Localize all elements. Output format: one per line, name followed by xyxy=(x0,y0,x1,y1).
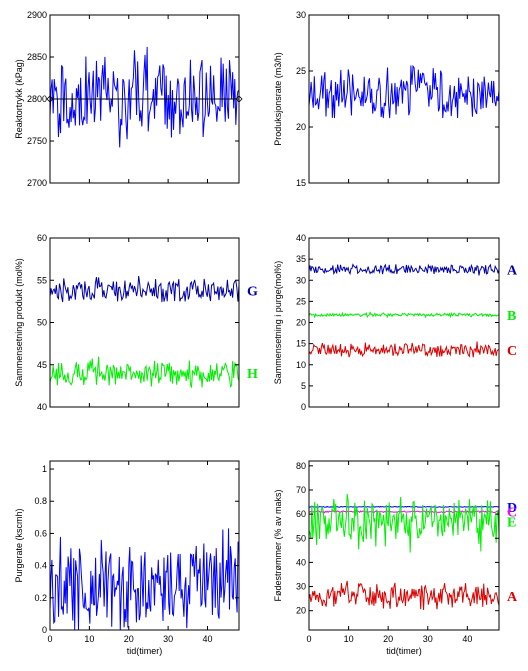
y-tick-label: 0.2 xyxy=(34,593,47,603)
y-tick-label: 50 xyxy=(37,318,47,328)
x-tick-label: 40 xyxy=(202,634,212,644)
series-label: G xyxy=(247,284,258,299)
series-line xyxy=(308,263,500,276)
x-tick-label: 30 xyxy=(423,634,433,644)
x-tick-label: 40 xyxy=(462,634,472,644)
y-tick-label: 55 xyxy=(37,275,47,285)
series-label: A xyxy=(507,590,518,605)
y-tick-label: 40 xyxy=(296,233,306,243)
y-tick-label: 0 xyxy=(42,625,47,635)
y-tick-label: 30 xyxy=(296,275,306,285)
y-axis-label: Sammensetning produkt (mol%) xyxy=(14,258,24,387)
y-tick-label: 5 xyxy=(301,381,306,391)
y-tick-label: 25 xyxy=(296,66,306,76)
y-axis-label: Sammensetning i purge(mol%) xyxy=(273,261,283,385)
series-line xyxy=(308,505,500,508)
y-tick-label: 20 xyxy=(296,122,306,132)
y-tick-label: 0.4 xyxy=(34,561,47,571)
panel-purge-composition: A B C 0 5 10 15 20 25 30 35 40 Sammensetning i purge… xyxy=(273,233,518,412)
y-axis-label: Reaktortrykk (kPag) xyxy=(14,59,24,139)
x-tick-label: 0 xyxy=(47,634,52,644)
series-label: E xyxy=(507,515,516,530)
series-line xyxy=(308,311,500,319)
y-tick-label: 2850 xyxy=(27,52,47,62)
y-tick-label: 10 xyxy=(296,360,306,370)
y-tick-label: 1 xyxy=(42,464,47,474)
y-tick-label: 2800 xyxy=(27,94,47,104)
series-line xyxy=(308,510,500,514)
x-axis-label: tid(timer) xyxy=(386,646,422,656)
series-line xyxy=(49,46,240,148)
series-label: B xyxy=(507,309,516,324)
series-label: C xyxy=(507,344,517,359)
x-tick-label: 30 xyxy=(163,634,173,644)
y-axis-label: Produksjonsrate (m3/h) xyxy=(273,52,283,146)
y-tick-label: 15 xyxy=(296,339,306,349)
y-tick-label: 30 xyxy=(296,582,306,592)
y-tick-label: 2700 xyxy=(27,178,47,188)
x-tick-label: 0 xyxy=(306,634,311,644)
x-tick-label: 20 xyxy=(383,634,393,644)
x-tick-label: 10 xyxy=(84,634,94,644)
y-tick-label: 60 xyxy=(37,233,47,243)
series-line xyxy=(49,275,240,303)
y-tick-label: 80 xyxy=(296,461,306,471)
y-tick-label: 20 xyxy=(296,606,306,616)
series-line xyxy=(49,356,240,389)
y-tick-label: 35 xyxy=(296,254,306,264)
y-tick-label: 40 xyxy=(37,402,47,412)
series-label: H xyxy=(247,367,258,382)
x-axis-label: tid(timer) xyxy=(127,646,163,656)
series-label: D xyxy=(507,501,517,516)
axes-frame xyxy=(308,14,500,184)
y-axis-label: Fødestrømmer (% av maks) xyxy=(273,489,283,601)
y-tick-label: 50 xyxy=(296,533,306,543)
series-label: A xyxy=(507,263,518,278)
series-line xyxy=(308,341,500,358)
x-tick-label: 20 xyxy=(124,634,134,644)
y-tick-label: 30 xyxy=(296,10,306,20)
y-tick-label: 15 xyxy=(296,178,306,188)
y-axis-label: Purgerate (kscmh) xyxy=(14,508,24,582)
series-line xyxy=(308,580,500,611)
y-tick-label: 25 xyxy=(296,296,306,306)
series-line xyxy=(308,493,500,553)
series-label: C xyxy=(507,506,517,521)
y-tick-label: 40 xyxy=(296,557,306,567)
y-tick-label: 60 xyxy=(296,509,306,519)
axes-frame xyxy=(49,237,240,408)
series-line xyxy=(49,528,240,631)
series-line xyxy=(308,64,500,119)
panel-production-rate: 15 20 25 30 Produksjonsrate (m3/h) xyxy=(273,10,500,188)
axes-frame xyxy=(308,460,500,631)
y-tick-label: 70 xyxy=(296,485,306,495)
panel-reactor-pressure: 2700 2750 2800 2850 2900 Reaktortrykk (kPag) xyxy=(14,10,243,188)
y-tick-label: 0.6 xyxy=(34,528,47,538)
panel-feed-streams: DCE A 20 30 40 50 60 70 80 0 10 20 30 40 Fødestrømmer … xyxy=(273,460,518,656)
y-tick-label: 20 xyxy=(296,318,306,328)
y-tick-label: 2900 xyxy=(27,10,47,20)
y-tick-label: 0 xyxy=(301,402,306,412)
panel-product-composition: G H 40 45 50 55 60 Sammensetning produkt (mol%) xyxy=(14,233,258,412)
y-tick-label: 0.8 xyxy=(34,496,47,506)
x-tick-label: 10 xyxy=(344,634,354,644)
axes-frame xyxy=(49,460,240,631)
y-tick-label: 2750 xyxy=(27,136,47,146)
axes-frame xyxy=(308,237,500,408)
y-tick-label: 45 xyxy=(37,360,47,370)
